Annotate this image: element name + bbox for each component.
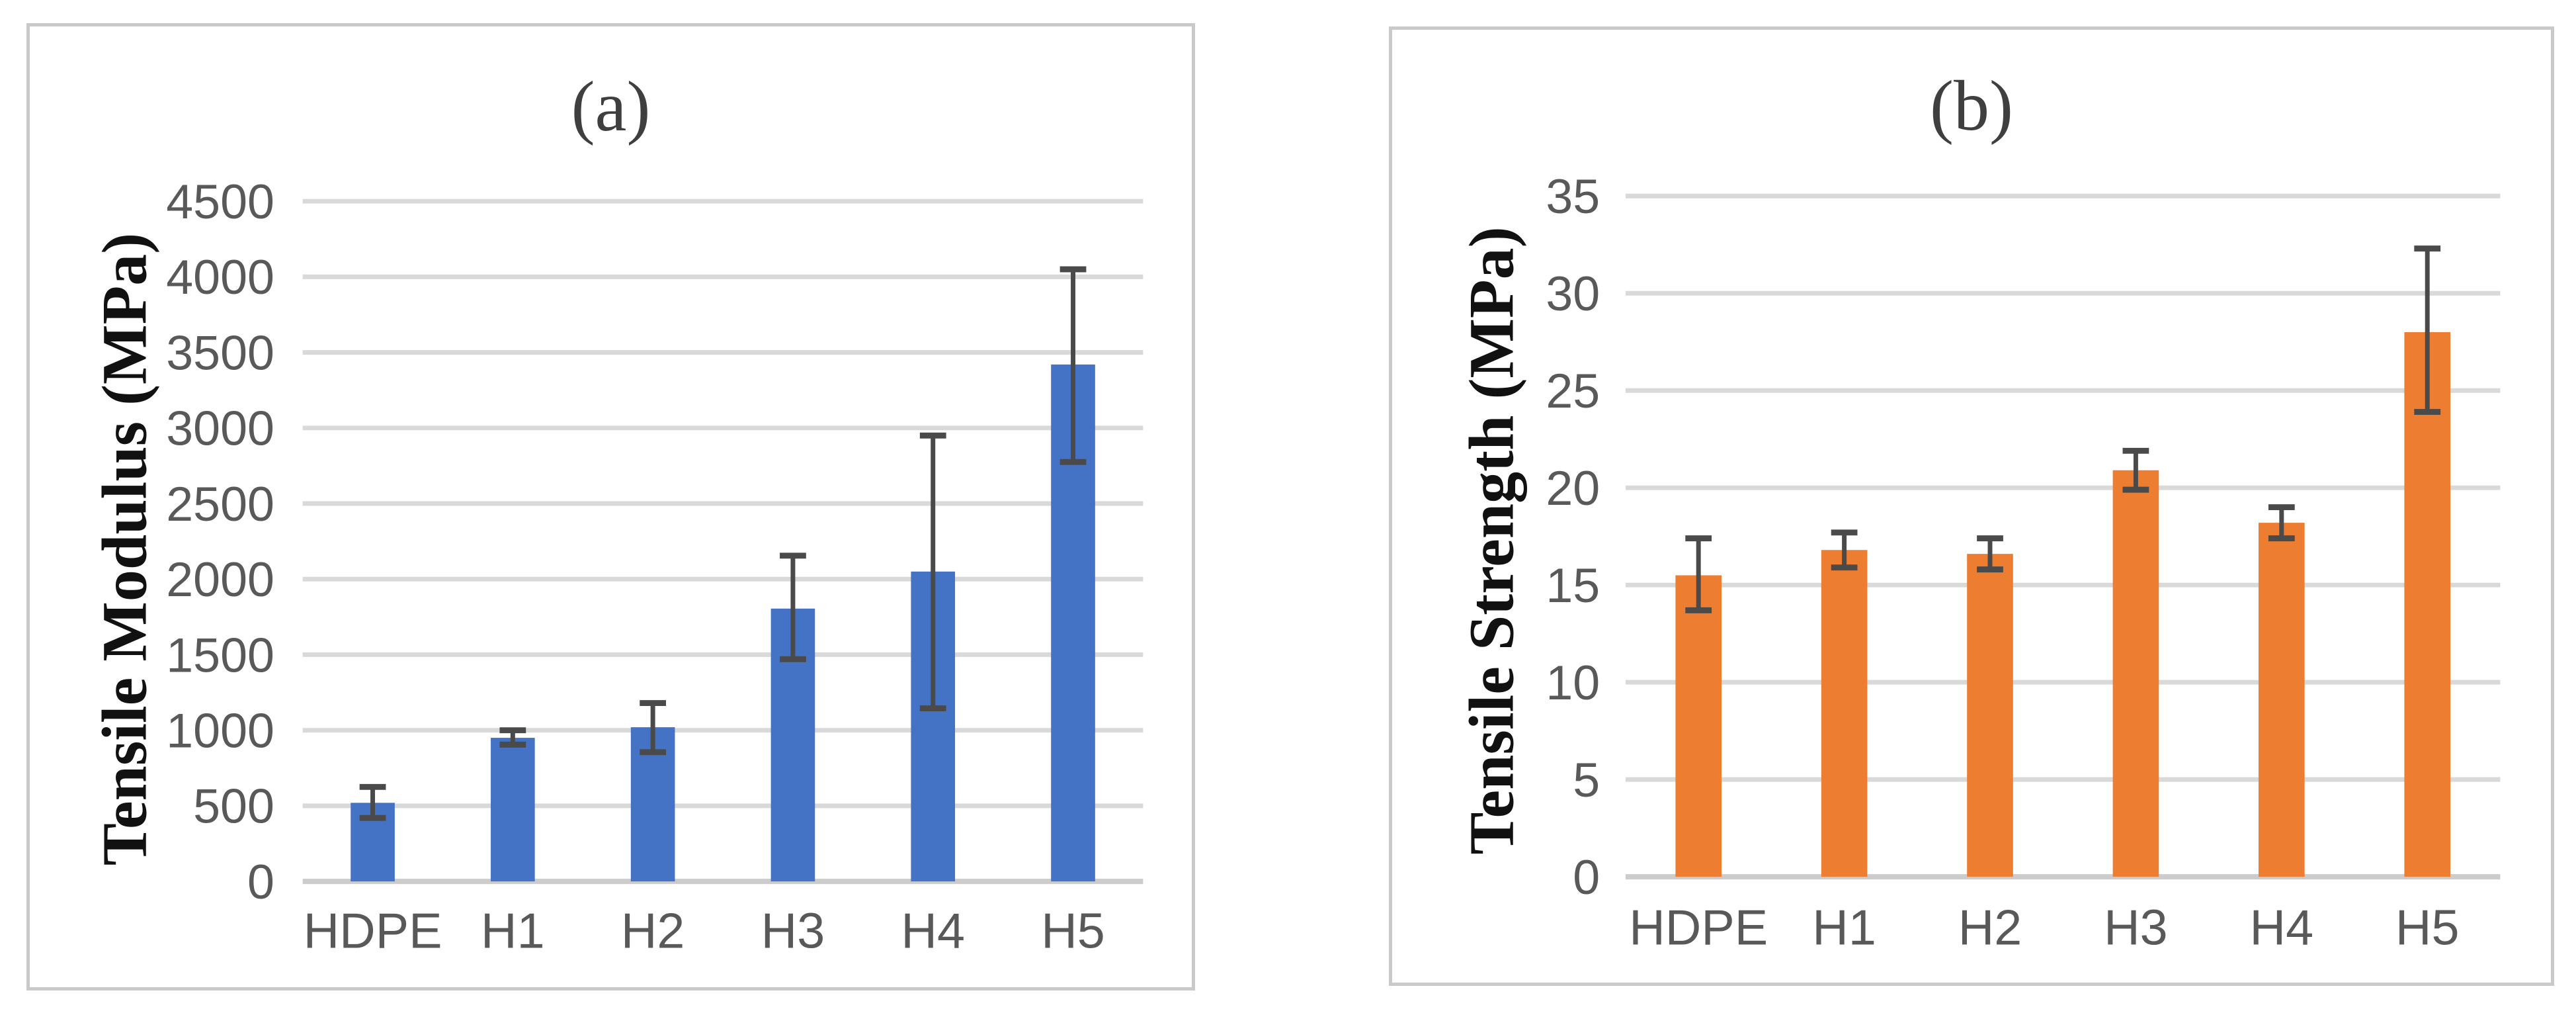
panel-a-y-axis-title: Tensile Modulus (MPa) [89,232,160,866]
y-tick-label: 500 [193,779,274,834]
y-tick-label: 0 [1573,850,1600,904]
y-tick-label: 0 [247,854,274,909]
panel-b-tensile-strength: 0 5 10 15 20 25 30 35 HDPE H1 H2 H3 H4 H5 (b) Tensile… [1389,26,2554,986]
x-category-label: H2 [621,903,685,959]
y-tick-label: 10 [1546,655,1600,710]
x-category-label: H4 [901,903,965,959]
y-tick-label: 3000 [166,401,274,456]
x-category-label: H2 [1958,900,2022,955]
x-category-label: H1 [1812,900,1876,955]
panel-b-y-axis-title: Tensile Strength (MPa) [1456,226,1527,855]
bar-H1 [491,738,535,882]
bar-H1 [1821,550,1868,877]
x-category-label: H4 [2250,900,2314,955]
y-tick-label: 2500 [166,476,274,531]
bar-H2 [1967,554,2013,877]
panel-b-title: (b) [1930,67,2013,146]
y-tick-label: 4000 [166,249,274,304]
y-tick-label: 4500 [166,174,274,229]
x-category-label: H3 [761,903,825,959]
bar-H3 [2112,470,2159,877]
y-tick-label: 30 [1546,266,1600,321]
y-tick-label: 15 [1546,558,1600,613]
y-tick-label: 3500 [166,325,274,380]
panel-a-title: (a) [571,67,651,146]
bar-HDPE [1675,575,1722,877]
bar-H4 [2259,523,2305,877]
y-tick-label: 25 [1546,363,1600,418]
x-category-label: H5 [2395,900,2460,955]
y-tick-label: 20 [1546,461,1600,515]
x-category-label: H5 [1041,903,1105,959]
x-category-label: H1 [481,903,545,959]
y-tick-label: 1500 [166,627,274,682]
y-tick-label: 1000 [166,703,274,758]
panel-b-chart: 0 5 10 15 20 25 30 35 HDPE H1 H2 H3 H4 H5 [1546,169,2501,955]
bar-H5 [2404,332,2451,877]
x-category-label: HDPE [1629,900,1768,955]
x-category-label: H3 [2104,900,2168,955]
y-tick-label: 2000 [166,552,274,607]
x-category-label: HDPE [304,903,442,959]
y-tick-label: 5 [1573,752,1600,807]
y-tick-label: 35 [1546,169,1600,224]
panel-a-tensile-modulus: 0 500 1000 1500 2000 2500 3000 3500 4000 4500 HDPE… [26,23,1195,991]
panel-a-chart: 0 500 1000 1500 2000 2500 3000 3500 4000 4500 HDPE… [166,174,1143,959]
